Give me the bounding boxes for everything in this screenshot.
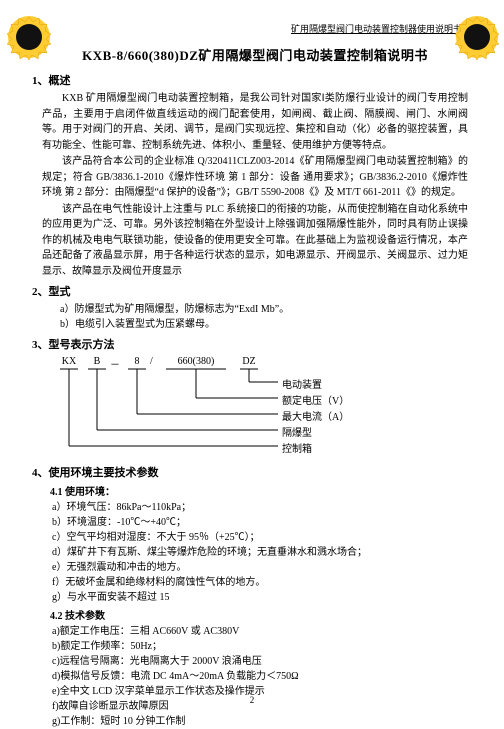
env-b: b）环境温度：-10℃～+40℃；	[52, 515, 468, 530]
page-content: 矿用隔爆型阀门电动装置控制器使用说明书 KXB-8/660(380)DZ矿用隔爆…	[0, 0, 504, 729]
label-box: 控制箱	[282, 440, 312, 455]
s1-p3: 该产品在电气性能设计上注重与 PLC 系统接口的衔接的功能，从而使控制箱在自动化…	[42, 202, 468, 280]
tech-a: a)额定工作电压：三相 AC660V 或 AC380V	[52, 624, 468, 639]
section-1-head: 1、概述	[32, 72, 468, 88]
sub-4-2: 4.2 技术参数	[50, 607, 468, 622]
s2-item-b: b）电缆引入装置型式为压紧螺母。	[60, 317, 468, 332]
tech-g: g)工作制：短时 10 分钟工作制	[52, 714, 468, 729]
section-4-head: 4、使用环境主要技术参数	[32, 464, 468, 480]
label-voltage: 额定电压（V）	[282, 392, 349, 407]
s1-p1: KXB 矿用隔爆型阀门电动装置控制箱，是我公司针对国家Ⅰ类防爆行业设计的阀门专用…	[42, 91, 468, 153]
logo-badge-right	[454, 14, 500, 60]
s1-p2: 该产品符合本公司的企业标准 Q/320411CLZ003-2014《矿用隔爆型阀…	[42, 154, 468, 201]
env-c: c）空气平均相对湿度：不大于 95％（+25℃）；	[52, 530, 468, 545]
tech-c: c)远程信号隔离：光电隔离大于 2000V 浪涌电压	[52, 654, 468, 669]
env-e: e）无强烈震动和冲击的地方。	[52, 560, 468, 575]
model-code-diagram: KX B － 8 / 660(380) DZ 电动装置 额定	[60, 356, 468, 460]
label-explosion: 隔爆型	[282, 424, 312, 439]
env-f: f）无破坏金属和绝缘材料的腐蚀性气体的地方。	[52, 575, 468, 590]
section-2-head: 2、型式	[32, 283, 468, 299]
env-d: d）煤矿井下有瓦斯、煤尘等爆炸危险的环境；无直垂淋水和溅水场合；	[52, 545, 468, 560]
running-header: 矿用隔爆型阀门电动装置控制器使用说明书	[42, 22, 468, 35]
document-title: KXB-8/660(380)DZ矿用隔爆型阀门电动装置控制箱说明书	[42, 45, 468, 64]
label-dz: 电动装置	[282, 376, 322, 391]
env-g: g）与水平面安装不超过 15	[52, 590, 468, 605]
tech-b: b)额定工作频率：50Hz；	[52, 639, 468, 654]
env-a: a）环境气压：86kPa～110kPa；	[52, 500, 468, 515]
label-current: 最大电流（A）	[282, 408, 349, 423]
page-number: 2	[0, 695, 504, 705]
logo-badge-left	[6, 14, 52, 60]
section-3-head: 3、型号表示方法	[32, 336, 468, 352]
sub-4-1: 4.1 使用环境：	[50, 483, 468, 498]
tech-d: d)模拟信号反馈：电流 DC 4mA～20mA 负载能力＜750Ω	[52, 669, 468, 684]
s2-item-a: a）防爆型式为矿用隔爆型，防爆标志为“ExdI Mb”。	[60, 302, 468, 317]
